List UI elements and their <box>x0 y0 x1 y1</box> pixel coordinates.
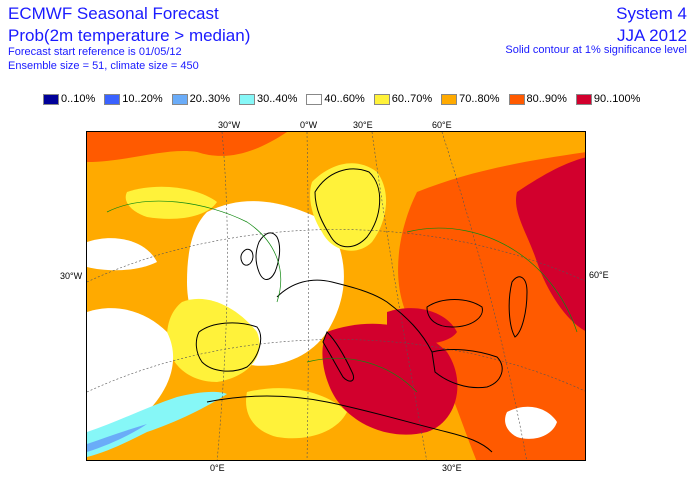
tick-top-30e: 30°E <box>353 120 373 130</box>
tick-top-30w: 30°W <box>218 120 241 130</box>
ensemble-size: Ensemble size = 51, climate size = 450 <box>8 60 199 72</box>
legend-item: 20..30% <box>171 93 230 105</box>
legend-swatch <box>373 93 390 105</box>
tick-bottom-30e: 30°E <box>442 463 462 473</box>
probability-legend: 0..10% 10..20% 20..30% 30..40% 40..60% 6… <box>43 93 649 105</box>
legend-swatch <box>441 93 458 105</box>
legend-swatch <box>239 93 255 105</box>
probability-shading <box>87 132 585 460</box>
legend-swatch <box>171 93 188 105</box>
legend-item: 60..70% <box>373 93 433 105</box>
legend-label: 90..100% <box>593 93 641 105</box>
significance-contours <box>106 200 578 393</box>
legend-swatch <box>306 93 323 105</box>
legend-item: 40..60% <box>306 93 365 105</box>
probability-map <box>86 131 586 461</box>
tick-top-0w: 0°W <box>300 120 318 130</box>
legend-item: 70..80% <box>441 93 500 105</box>
legend-label: 10..20% <box>122 93 163 105</box>
coastlines <box>195 168 528 453</box>
legend-item: 0..10% <box>43 93 95 105</box>
season-period: JJA 2012 <box>617 26 687 45</box>
map-title: ECMWF Seasonal Forecast <box>8 4 219 23</box>
map-subtitle: Prob(2m temperature > median) <box>8 26 251 45</box>
legend-label: 70..80% <box>459 93 500 105</box>
system-label: System 4 <box>616 4 687 23</box>
tick-right-60e: 60°E <box>589 270 609 280</box>
legend-item: 80..90% <box>508 93 567 105</box>
legend-label: 60..70% <box>391 93 433 105</box>
tick-top-60e: 60°E <box>432 120 452 130</box>
legend-label: 80..90% <box>526 93 567 105</box>
legend-item: 30..40% <box>239 93 297 105</box>
forecast-start-reference: Forecast start reference is 01/05/12 <box>8 46 182 58</box>
legend-swatch <box>508 93 525 105</box>
tick-bottom-0e: 0°E <box>210 463 225 473</box>
graticule <box>87 132 585 460</box>
legend-label: 40..60% <box>324 93 365 105</box>
legend-item: 90..100% <box>575 93 641 105</box>
legend-item: 10..20% <box>104 93 163 105</box>
significance-note: Solid contour at 1% significance level <box>505 44 687 56</box>
legend-swatch <box>104 93 121 105</box>
legend-swatch <box>575 93 592 105</box>
legend-label: 0..10% <box>61 93 96 105</box>
legend-label: 20..30% <box>189 93 230 105</box>
legend-label: 30..40% <box>257 93 298 105</box>
tick-left-30w: 30°W <box>60 271 83 281</box>
legend-swatch <box>43 93 59 105</box>
